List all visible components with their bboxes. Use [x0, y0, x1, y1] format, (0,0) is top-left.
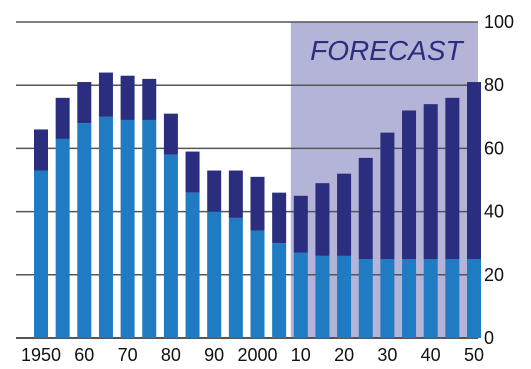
- bar-95-segment-0: [228, 217, 243, 338]
- bar-90-segment-0: [207, 211, 222, 338]
- x-tick-label-2000: 2000: [237, 345, 277, 365]
- bar-65-segment-0: [98, 116, 113, 338]
- bar-05-segment-0: [272, 243, 287, 338]
- y-tick-label-20: 20: [484, 265, 504, 285]
- bar-45-segment-1: [445, 97, 460, 259]
- bar-80-segment-0: [163, 154, 178, 338]
- y-tick-label-40: 40: [484, 202, 504, 222]
- bar-85-segment-1: [185, 151, 200, 193]
- bar-50-segment-1: [467, 82, 481, 259]
- bar-05-segment-1: [272, 192, 287, 244]
- x-tick-label-20: 20: [334, 345, 354, 365]
- forecast-label: FORECAST: [310, 35, 464, 66]
- bar-55-segment-1: [55, 97, 70, 139]
- y-tick-label-80: 80: [484, 75, 504, 95]
- bar-65-segment-1: [98, 72, 113, 117]
- gridlines: [16, 21, 478, 339]
- tick-labels: 0 20 40 60 80 100 1950 60 70 80 90 2000 10 20 30 40 50: [21, 12, 514, 365]
- bar-70-segment-1: [120, 75, 135, 120]
- bar-70-segment-0: [120, 119, 135, 339]
- bar-55-segment-0: [55, 138, 70, 338]
- bar-1950-segment-1: [34, 129, 48, 171]
- x-tick-label-30: 30: [377, 345, 397, 365]
- bar-45-segment-0: [445, 259, 460, 338]
- bar-90-segment-1: [207, 170, 222, 212]
- bar-15-segment-1: [315, 183, 330, 256]
- bars: [34, 72, 481, 339]
- bar-60-segment-1: [77, 82, 92, 124]
- bar-95-segment-1: [228, 170, 243, 218]
- x-tick-label-1950: 1950: [21, 345, 61, 365]
- x-tick-label-10: 10: [291, 345, 311, 365]
- bar-50-segment-0: [467, 259, 481, 338]
- bar-20-segment-1: [337, 173, 352, 256]
- bar-1950-segment-0: [34, 170, 48, 338]
- bar-35-segment-1: [402, 110, 417, 259]
- bar-40-segment-1: [423, 104, 438, 259]
- bar-40-segment-0: [423, 259, 438, 338]
- y-tick-label-100: 100: [484, 12, 514, 32]
- x-tick-label-70: 70: [118, 345, 138, 365]
- bar-35-segment-0: [402, 259, 417, 338]
- bar-30-segment-0: [380, 259, 395, 338]
- x-tick-label-90: 90: [204, 345, 224, 365]
- bar-15-segment-0: [315, 255, 330, 338]
- bar-80-segment-1: [163, 113, 178, 155]
- x-tick-label-40: 40: [421, 345, 441, 365]
- bar-10-segment-0: [293, 252, 308, 338]
- x-tick-label-80: 80: [161, 345, 181, 365]
- bar-60-segment-0: [77, 123, 92, 339]
- bar-2000-segment-1: [250, 176, 265, 231]
- bar-25-segment-1: [358, 157, 373, 259]
- x-tick-label-60: 60: [74, 345, 94, 365]
- bar-25-segment-0: [358, 259, 373, 338]
- y-tick-label-60: 60: [484, 138, 504, 158]
- bar-30-segment-1: [380, 132, 395, 259]
- bar-75-segment-0: [142, 119, 157, 339]
- bar-2000-segment-0: [250, 230, 265, 338]
- bar-10-segment-1: [293, 195, 308, 253]
- bar-20-segment-0: [337, 255, 352, 338]
- y-tick-label-0: 0: [484, 328, 494, 348]
- x-tick-label-50: 50: [464, 345, 484, 365]
- bar-75-segment-1: [142, 78, 157, 120]
- bar-85-segment-0: [185, 192, 200, 338]
